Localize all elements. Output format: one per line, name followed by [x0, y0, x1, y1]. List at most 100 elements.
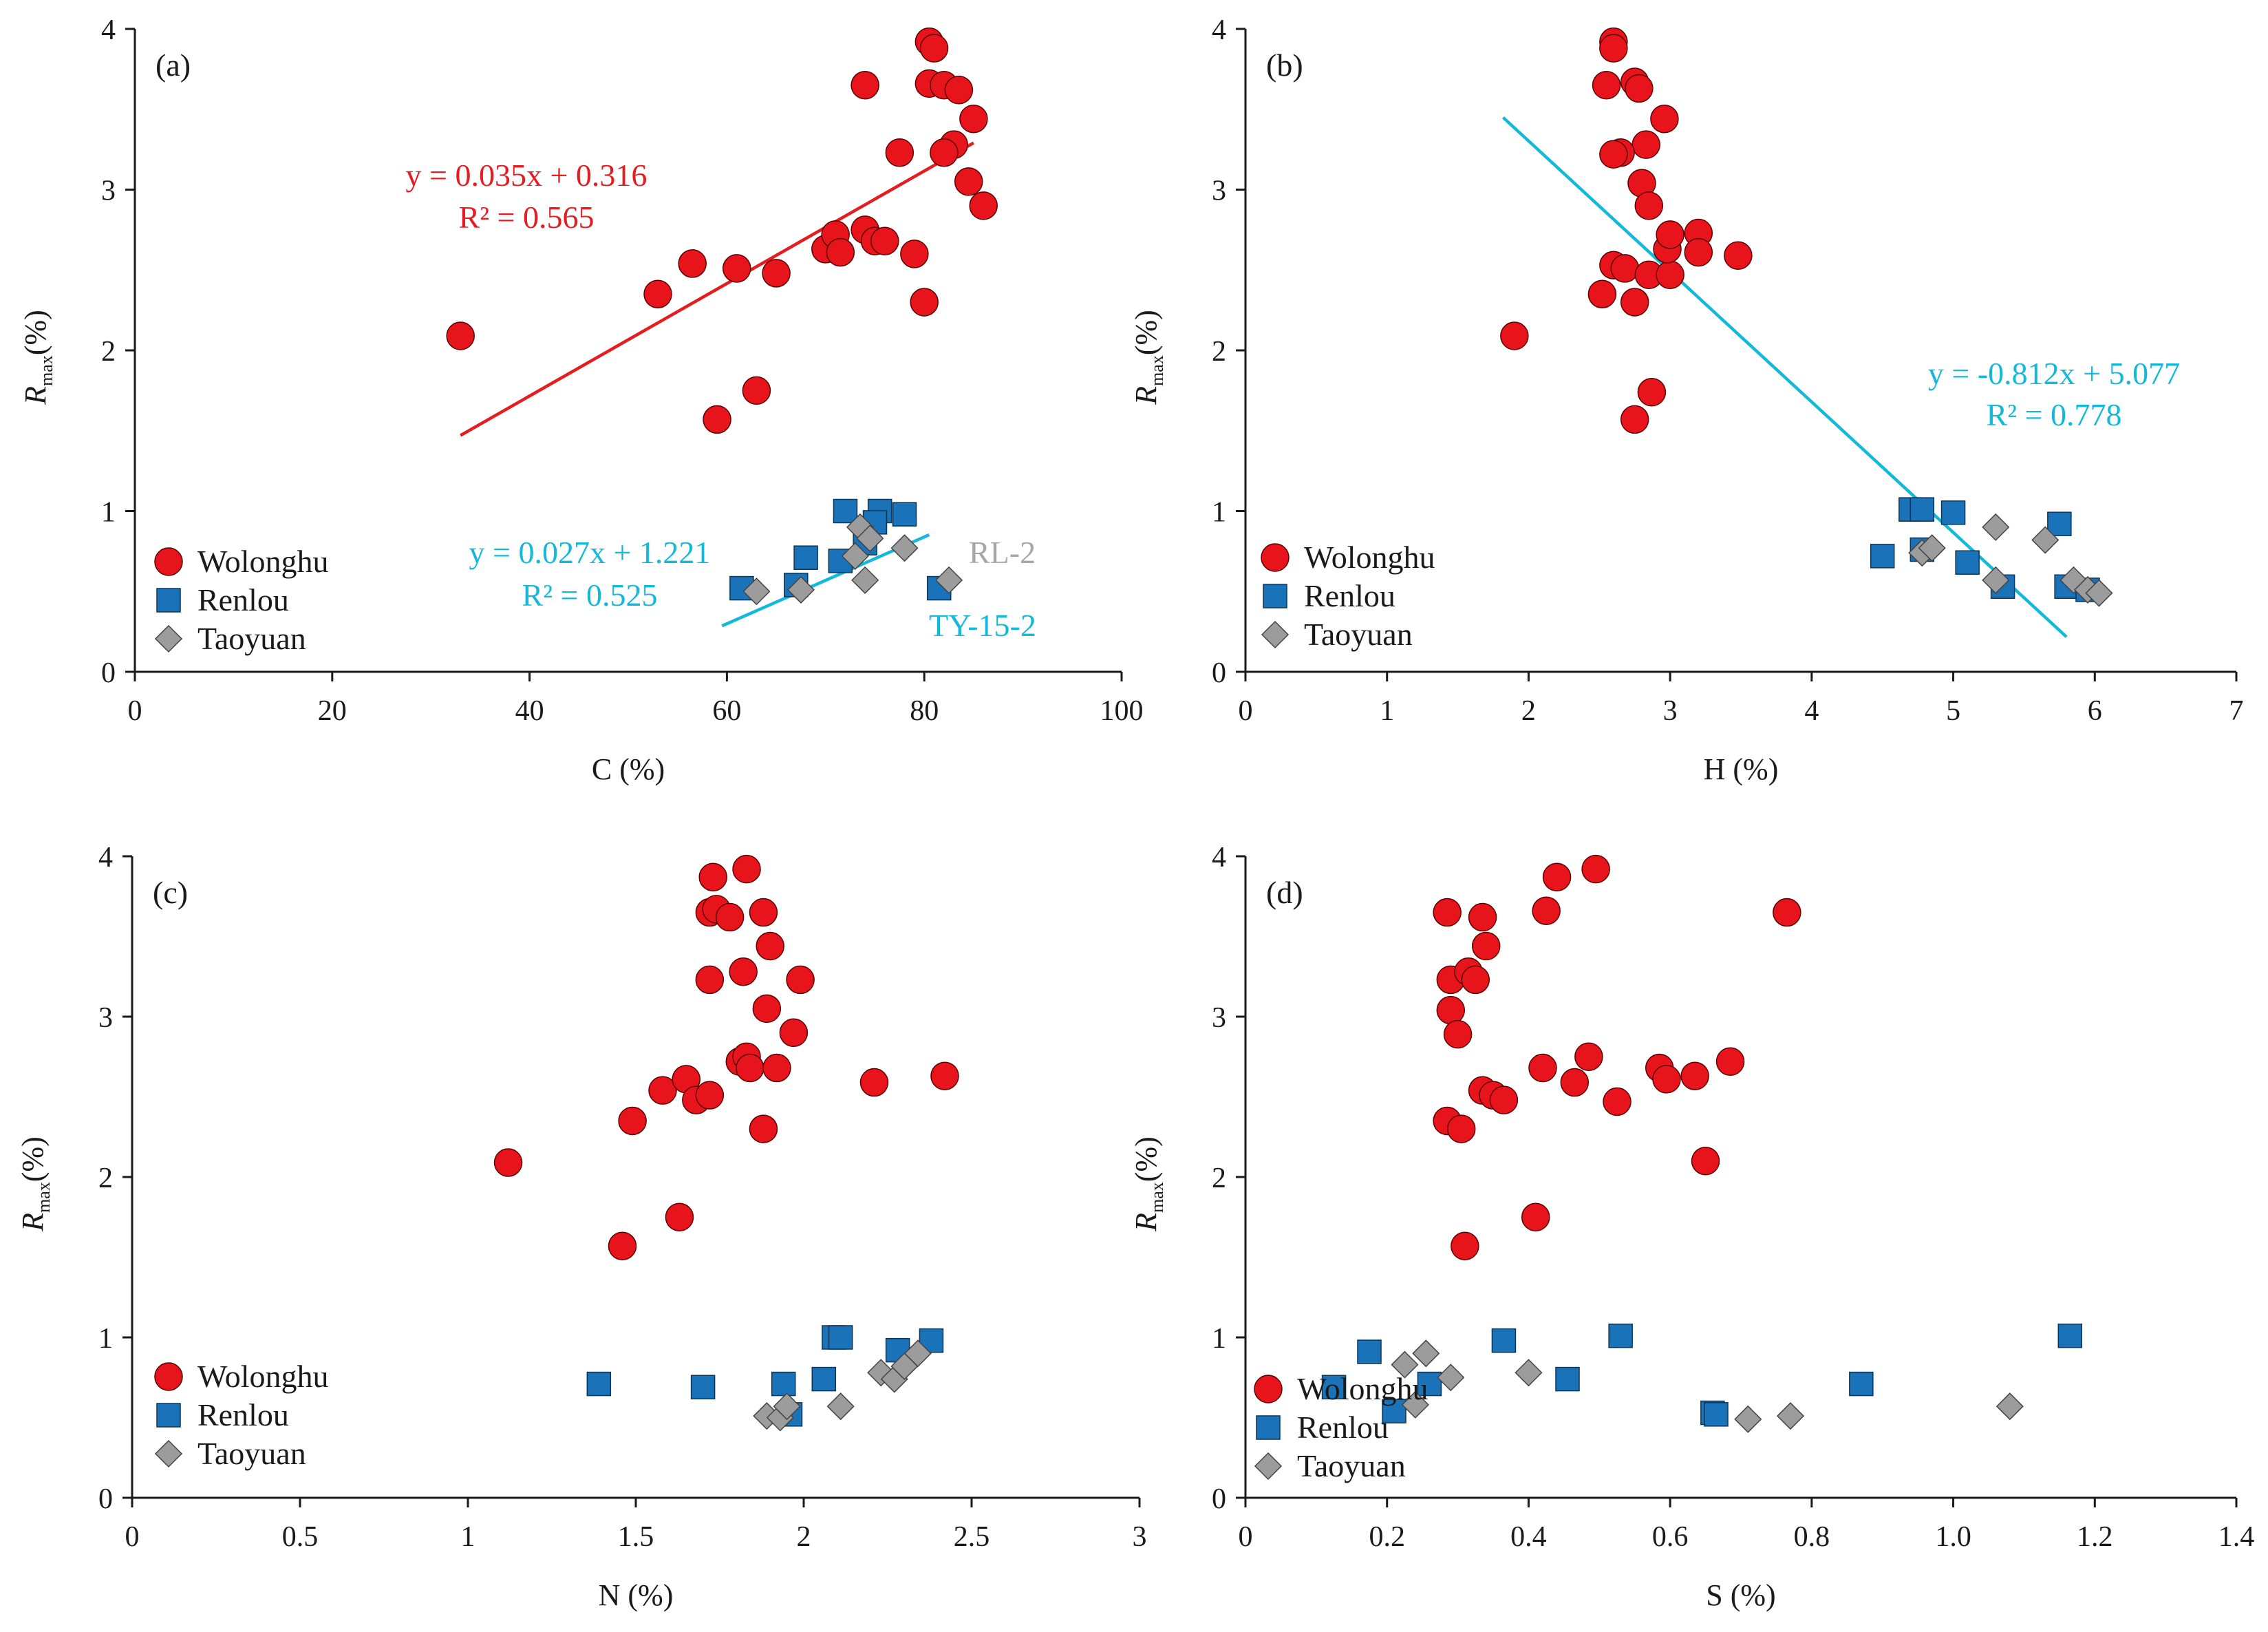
data-point-wolonghu	[1446, 1114, 1476, 1143]
data-point-wolonghu	[762, 259, 791, 288]
legend-label-renlou: Renlou	[1304, 578, 1395, 613]
data-point-renlou	[1382, 1399, 1406, 1423]
x-tick-label: 0	[1239, 1521, 1253, 1553]
panel-label: (d)	[1266, 875, 1303, 910]
x-tick-label: 0.4	[1510, 1521, 1547, 1553]
series-renlou	[1870, 497, 2100, 602]
legend-label-wolonghu: Wolonghu	[1304, 540, 1435, 575]
legend-label-taoyuan: Taoyuan	[1297, 1448, 1406, 1483]
y-tick-label: 2	[1212, 1163, 1226, 1194]
legend-label-taoyuan: Taoyuan	[1304, 617, 1413, 652]
data-point-wolonghu	[722, 254, 751, 283]
y-axis-title: Rmax(%)	[1129, 310, 1167, 405]
data-point-wolonghu	[900, 240, 929, 268]
data-point-renlou	[1608, 1323, 1633, 1348]
data-point-wolonghu	[729, 957, 758, 986]
data-point-taoyuan	[1401, 1390, 1429, 1419]
x-tick-label: 80	[910, 695, 939, 727]
legend-label-taoyuan: Taoyuan	[197, 1436, 306, 1471]
fit-line-all	[1501, 116, 2068, 638]
data-point-renlou	[1321, 1375, 1347, 1399]
y-tick-label: 3	[101, 176, 116, 207]
data-point-taoyuan	[2085, 579, 2113, 607]
data-point-taoyuan	[1437, 1364, 1465, 1392]
legend-marker-taoyuan	[1254, 1452, 1283, 1481]
data-point-wolonghu	[1724, 241, 1753, 270]
data-point-wolonghu	[1471, 931, 1501, 961]
series-taoyuan	[1908, 513, 2113, 607]
data-point-wolonghu	[779, 1018, 809, 1048]
x-tick-label: 6	[2088, 695, 2102, 727]
legend-marker-taoyuan	[154, 1439, 183, 1468]
fit-r-squared: R² = 0.525	[522, 577, 658, 613]
data-point-wolonghu	[618, 1106, 647, 1136]
data-point-wolonghu	[732, 854, 761, 884]
x-axis-title: N (%)	[599, 1578, 674, 1612]
data-point-wolonghu	[944, 75, 974, 105]
data-point-wolonghu	[1656, 220, 1684, 249]
x-tick-label: 3	[1133, 1521, 1147, 1553]
x-tick-label: 20	[318, 695, 347, 727]
x-tick-label: 0.6	[1652, 1521, 1689, 1553]
legend-label-wolonghu: Wolonghu	[197, 544, 329, 579]
data-point-renlou	[1704, 1402, 1729, 1427]
y-tick-label: 1	[98, 1323, 113, 1355]
data-point-wolonghu	[1599, 34, 1628, 63]
data-point-wolonghu	[870, 226, 899, 255]
data-point-taoyuan	[903, 1339, 932, 1368]
data-point-wolonghu	[1560, 1068, 1590, 1097]
x-axis-title: C (%)	[592, 752, 665, 786]
x-tick-label: 0	[128, 695, 142, 727]
y-tick-label: 2	[1212, 336, 1226, 368]
x-tick-label: 0.5	[282, 1521, 319, 1553]
y-tick-label: 0	[1212, 1483, 1226, 1515]
data-point-wolonghu	[1528, 1053, 1557, 1083]
x-tick-label: 0	[125, 1521, 140, 1553]
data-point-wolonghu	[493, 1148, 523, 1177]
x-axis-title: H (%)	[1704, 752, 1779, 786]
data-point-wolonghu	[608, 1231, 637, 1260]
series-taoyuan	[753, 1339, 932, 1432]
y-axis-title: Rmax(%)	[16, 1136, 54, 1232]
chart-panel-c: 0 0.5 1 1.5 2 2.5 3 0 1 2 3 4 N (%) Rmax(%) (c) Wolongh…	[16, 842, 1147, 1612]
data-point-wolonghu	[446, 321, 475, 350]
y-axis-title: Rmax(%)	[19, 310, 56, 405]
y-tick-label: 3	[98, 1002, 113, 1034]
sample-annotation: TY-15-2	[929, 608, 1036, 643]
chart-panel-a: 0 20 40 60 80 100 0 1 2 3 4 C (%) Rmax(%) (a) y = 0.03…	[19, 14, 1144, 786]
data-point-wolonghu	[1500, 321, 1529, 350]
data-point-renlou	[586, 1371, 612, 1397]
y-tick-label: 3	[1212, 176, 1226, 207]
data-point-wolonghu	[1632, 130, 1660, 159]
data-point-wolonghu	[1436, 995, 1466, 1025]
data-point-taoyuan	[841, 542, 869, 570]
data-point-taoyuan	[1776, 1402, 1805, 1430]
data-point-wolonghu	[1461, 965, 1490, 995]
y-tick-label: 1	[101, 497, 116, 529]
y-tick-label: 2	[98, 1163, 113, 1194]
data-point-taoyuan	[1515, 1359, 1543, 1387]
legend-label-wolonghu: Wolonghu	[1297, 1371, 1429, 1406]
legend-marker-renlou	[156, 1403, 181, 1428]
data-point-wolonghu	[859, 1068, 889, 1097]
data-point-wolonghu	[742, 376, 771, 405]
data-point-wolonghu	[1592, 70, 1621, 100]
data-point-wolonghu	[954, 167, 983, 196]
data-point-wolonghu	[715, 902, 745, 932]
y-tick-label: 0	[98, 1483, 113, 1515]
x-tick-label: 1.4	[2218, 1521, 2255, 1553]
data-point-wolonghu	[885, 138, 914, 167]
data-point-renlou	[1870, 544, 1895, 569]
data-point-wolonghu	[648, 1076, 677, 1105]
data-point-wolonghu	[703, 405, 731, 434]
data-point-wolonghu	[930, 1061, 959, 1090]
legend-marker-taoyuan	[1261, 620, 1290, 649]
x-tick-label: 40	[515, 695, 544, 727]
y-tick-label: 4	[1212, 842, 1226, 873]
legend-label-taoyuan: Taoyuan	[197, 621, 306, 656]
data-point-wolonghu	[1433, 898, 1462, 927]
data-point-renlou	[1955, 550, 1980, 575]
data-point-wolonghu	[752, 994, 782, 1024]
x-tick-label: 4	[1804, 695, 1819, 727]
